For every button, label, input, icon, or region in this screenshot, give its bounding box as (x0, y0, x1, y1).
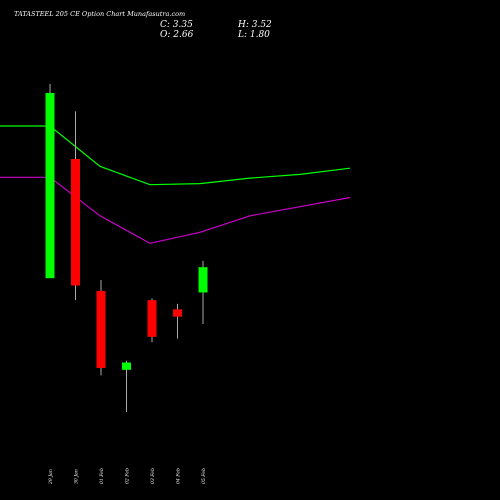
low-readout: L: 1.80 (237, 30, 270, 40)
x-tick-label: 03 Feb (150, 468, 156, 484)
candle-4 (122, 360, 131, 412)
candle-body (45, 93, 55, 279)
candle-7 (198, 260, 208, 324)
close-readout: C: 3.35 (160, 20, 193, 30)
overlay-lines (0, 125, 351, 244)
overlay-line-2 (0, 176, 351, 244)
high-readout: H: 3.52 (237, 20, 272, 30)
candle-body (147, 300, 157, 337)
candle-body (173, 309, 182, 317)
candle-body (198, 267, 208, 293)
chart-title: TATASTEEL 205 CE Option Chart Munafasutr… (14, 10, 185, 18)
candle-3 (96, 280, 106, 376)
candle-1 (45, 83, 55, 279)
candle-body (71, 159, 80, 286)
candle-body (122, 362, 131, 370)
overlay-line-1 (0, 125, 351, 186)
candles (45, 83, 208, 412)
x-tick-label: 05 Feb (201, 468, 207, 484)
x-tick-label: 04 Feb (176, 468, 182, 484)
candle-body (96, 291, 106, 368)
open-readout: O: 2.66 (160, 30, 194, 40)
x-tick-label: 30 Jan (74, 469, 80, 484)
candle-5 (147, 298, 157, 343)
x-tick-label: 02 Feb (125, 468, 131, 484)
x-tick-label: 29 Jan (48, 469, 54, 485)
candle-2 (71, 111, 80, 301)
candle-6 (173, 303, 182, 339)
x-tick-label: 01 Feb (99, 468, 105, 484)
x-axis-ticks: 29 Jan 30 Jan 01 Feb 02 Feb 03 Feb 04 Feb 05 F… (48, 468, 207, 485)
